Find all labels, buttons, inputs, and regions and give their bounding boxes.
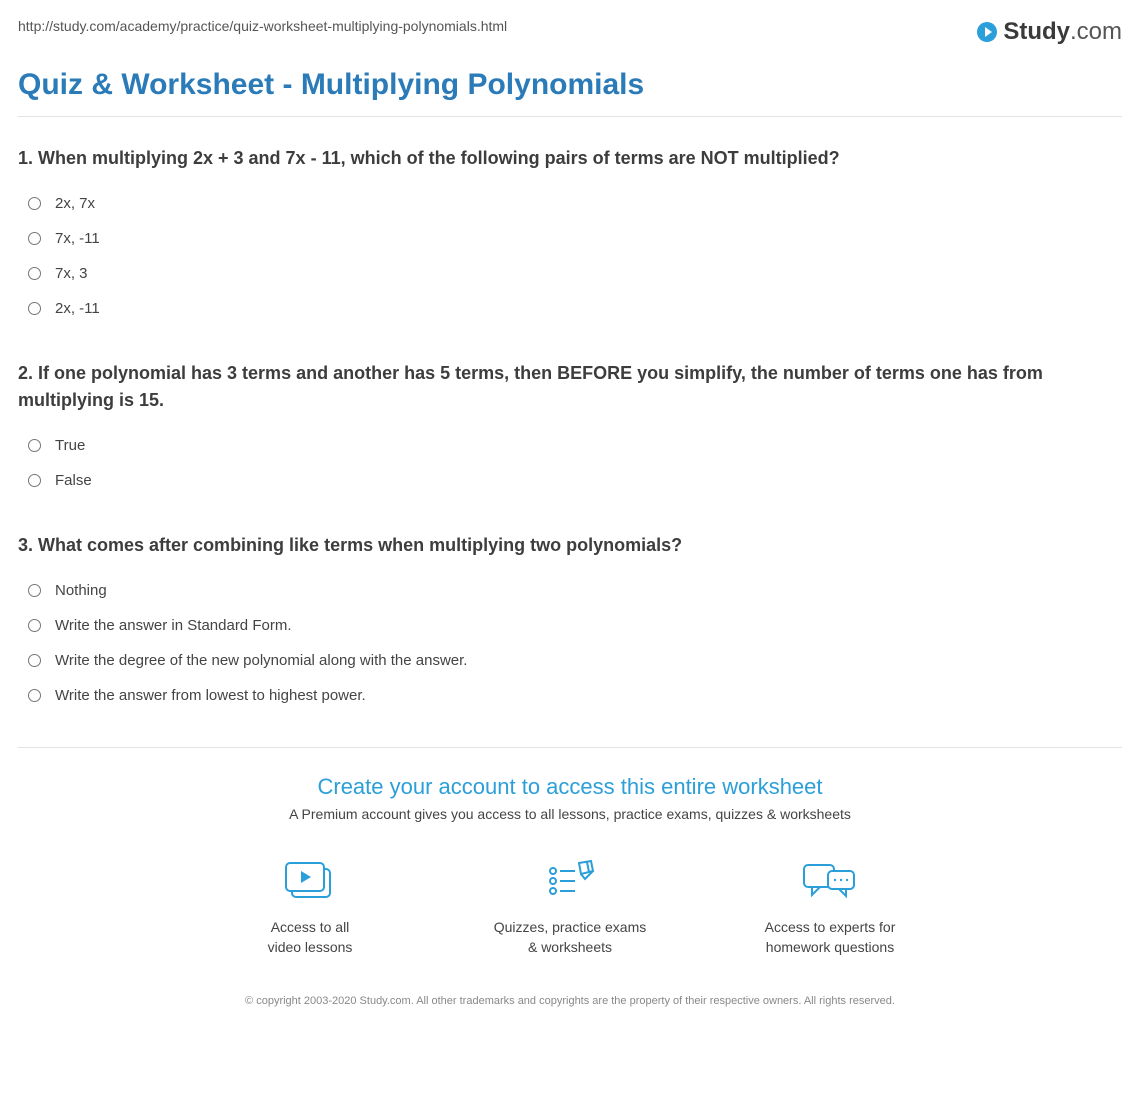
page-title: Quiz & Worksheet - Multiplying Polynomia… — [18, 68, 1122, 117]
feature-line1: Access to experts for — [765, 919, 896, 935]
feature-video-lessons: Access to all video lessons — [220, 856, 400, 957]
option-label: 7x, -11 — [55, 230, 100, 247]
answer-option[interactable]: Write the answer in Standard Form. — [18, 608, 1122, 643]
option-label: Write the answer from lowest to highest … — [55, 687, 366, 704]
feature-line1: Access to all — [271, 919, 350, 935]
radio-input[interactable] — [28, 439, 41, 452]
feature-line2: video lessons — [268, 939, 353, 955]
option-label: 2x, 7x — [55, 195, 95, 212]
answer-option[interactable]: 2x, -11 — [18, 291, 1122, 326]
copyright-text: © copyright 2003-2020 Study.com. All oth… — [210, 993, 930, 1010]
answer-option[interactable]: Nothing — [18, 573, 1122, 608]
page-url: http://study.com/academy/practice/quiz-w… — [18, 18, 507, 34]
cta-section: Create your account to access this entir… — [18, 747, 1122, 1010]
feature-experts: Access to experts for homework questions — [740, 856, 920, 957]
play-icon — [977, 22, 997, 42]
feature-quizzes: Quizzes, practice exams & worksheets — [480, 856, 660, 957]
experts-icon — [740, 856, 920, 906]
option-label: True — [55, 437, 85, 454]
option-label: False — [55, 472, 92, 489]
answer-option[interactable]: True — [18, 428, 1122, 463]
radio-input[interactable] — [28, 302, 41, 315]
radio-input[interactable] — [28, 654, 41, 667]
answer-option[interactable]: Write the degree of the new polynomial a… — [18, 643, 1122, 678]
answer-option[interactable]: 7x, -11 — [18, 221, 1122, 256]
answer-option[interactable]: 2x, 7x — [18, 186, 1122, 221]
radio-input[interactable] — [28, 619, 41, 632]
option-label: Nothing — [55, 582, 107, 599]
radio-input[interactable] — [28, 689, 41, 702]
radio-input[interactable] — [28, 474, 41, 487]
question-text: 3. What comes after combining like terms… — [18, 532, 1122, 559]
answer-option[interactable]: 7x, 3 — [18, 256, 1122, 291]
radio-input[interactable] — [28, 232, 41, 245]
option-label: Write the answer in Standard Form. — [55, 617, 291, 634]
question-text: 2. If one polynomial has 3 terms and ano… — [18, 360, 1122, 414]
cta-subtitle: A Premium account gives you access to al… — [18, 806, 1122, 822]
question: 3. What comes after combining like terms… — [18, 532, 1122, 713]
logo-brand: Study — [1003, 18, 1070, 46]
radio-input[interactable] — [28, 584, 41, 597]
radio-input[interactable] — [28, 267, 41, 280]
option-label: 2x, -11 — [55, 300, 100, 317]
answer-option[interactable]: False — [18, 463, 1122, 498]
feature-line1: Quizzes, practice exams — [494, 919, 647, 935]
option-label: 7x, 3 — [55, 265, 88, 282]
radio-input[interactable] — [28, 197, 41, 210]
quizzes-icon — [480, 856, 660, 906]
video-lessons-icon — [220, 856, 400, 906]
question-text: 1. When multiplying 2x + 3 and 7x - 11, … — [18, 145, 1122, 172]
feature-line2: & worksheets — [528, 939, 612, 955]
feature-line2: homework questions — [766, 939, 894, 955]
logo-suffix: .com — [1070, 18, 1122, 46]
option-label: Write the degree of the new polynomial a… — [55, 652, 467, 669]
cta-title: Create your account to access this entir… — [18, 774, 1122, 800]
site-logo[interactable]: Study.com — [977, 18, 1122, 46]
question: 2. If one polynomial has 3 terms and ano… — [18, 360, 1122, 498]
answer-option[interactable]: Write the answer from lowest to highest … — [18, 678, 1122, 713]
question: 1. When multiplying 2x + 3 and 7x - 11, … — [18, 145, 1122, 326]
